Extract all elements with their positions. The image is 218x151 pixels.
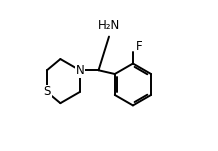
Text: S: S [43, 85, 51, 98]
Text: F: F [136, 40, 143, 53]
Text: H₂N: H₂N [98, 19, 120, 32]
Text: N: N [75, 64, 84, 77]
